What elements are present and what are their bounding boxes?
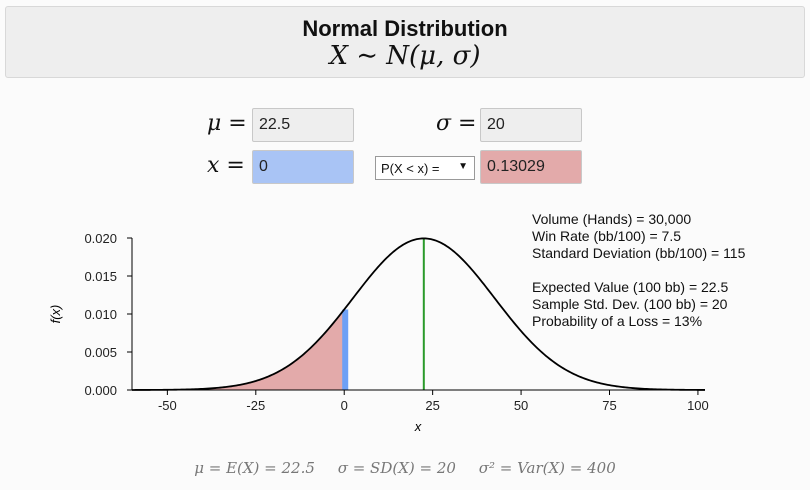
y-axis-label: f(x) — [48, 305, 63, 324]
footer-mean: μ = E(X) = 22.5 — [194, 459, 315, 477]
y-tick-label: 0.005 — [84, 345, 117, 360]
x-tick-label: 100 — [687, 398, 709, 413]
x-tick-label: 25 — [425, 398, 439, 413]
y-tick-label: 0.020 — [84, 231, 117, 246]
stat-volume: Volume (Hands) = 30,000 — [532, 211, 692, 227]
sigma-label: σ = — [436, 111, 477, 136]
x-tick-label: 0 — [341, 398, 348, 413]
y-tick-label: 0.010 — [84, 307, 117, 322]
probability-output: 0.13029 — [480, 150, 582, 184]
x-tick-label: 75 — [602, 398, 616, 413]
y-tick-label: 0.000 — [84, 383, 117, 398]
page-title: Normal Distribution — [302, 16, 508, 41]
distribution-formula: X ∼ N(μ, σ) — [329, 41, 481, 71]
mu-input[interactable] — [252, 108, 354, 142]
x-value-marker — [342, 309, 349, 390]
x-axis-label: x — [414, 419, 422, 434]
stat-std-dev: Standard Deviation (bb/100) = 115 — [532, 245, 746, 261]
footer-sd: σ = SD(X) = 20 — [337, 459, 456, 477]
x-label: x = — [207, 153, 245, 178]
probability-type-select[interactable]: P(X < x) = ▼ — [375, 156, 475, 180]
summary-footer: μ = E(X) = 22.5 σ = SD(X) = 20 σ² = Var(… — [0, 459, 810, 477]
stat-expected-value: Expected Value (100 bb) = 22.5 — [532, 279, 729, 295]
x-tick-label: -50 — [158, 398, 177, 413]
mu-label: μ = — [207, 111, 247, 136]
x-tick-label: -25 — [246, 398, 265, 413]
header: Normal Distribution X ∼ N(μ, σ) — [5, 6, 805, 78]
stat-loss-probability: Probability of a Loss = 13% — [532, 313, 703, 329]
probability-type-label: P(X < x) = — [381, 161, 440, 176]
footer-variance: σ² = Var(X) = 400 — [478, 459, 616, 477]
shaded-probability-area — [132, 309, 345, 390]
stat-sample-sd: Sample Std. Dev. (100 bb) = 20 — [532, 296, 728, 312]
sigma-input[interactable] — [480, 108, 582, 142]
dropdown-arrow-icon: ▼ — [458, 161, 468, 172]
x-tick-label: 50 — [514, 398, 528, 413]
x-input[interactable] — [252, 150, 354, 184]
stats-panel: Volume (Hands) = 30,000 Win Rate (bb/100… — [532, 211, 745, 330]
stat-win-rate: Win Rate (bb/100) = 7.5 — [532, 228, 682, 244]
y-tick-label: 0.015 — [84, 269, 117, 284]
